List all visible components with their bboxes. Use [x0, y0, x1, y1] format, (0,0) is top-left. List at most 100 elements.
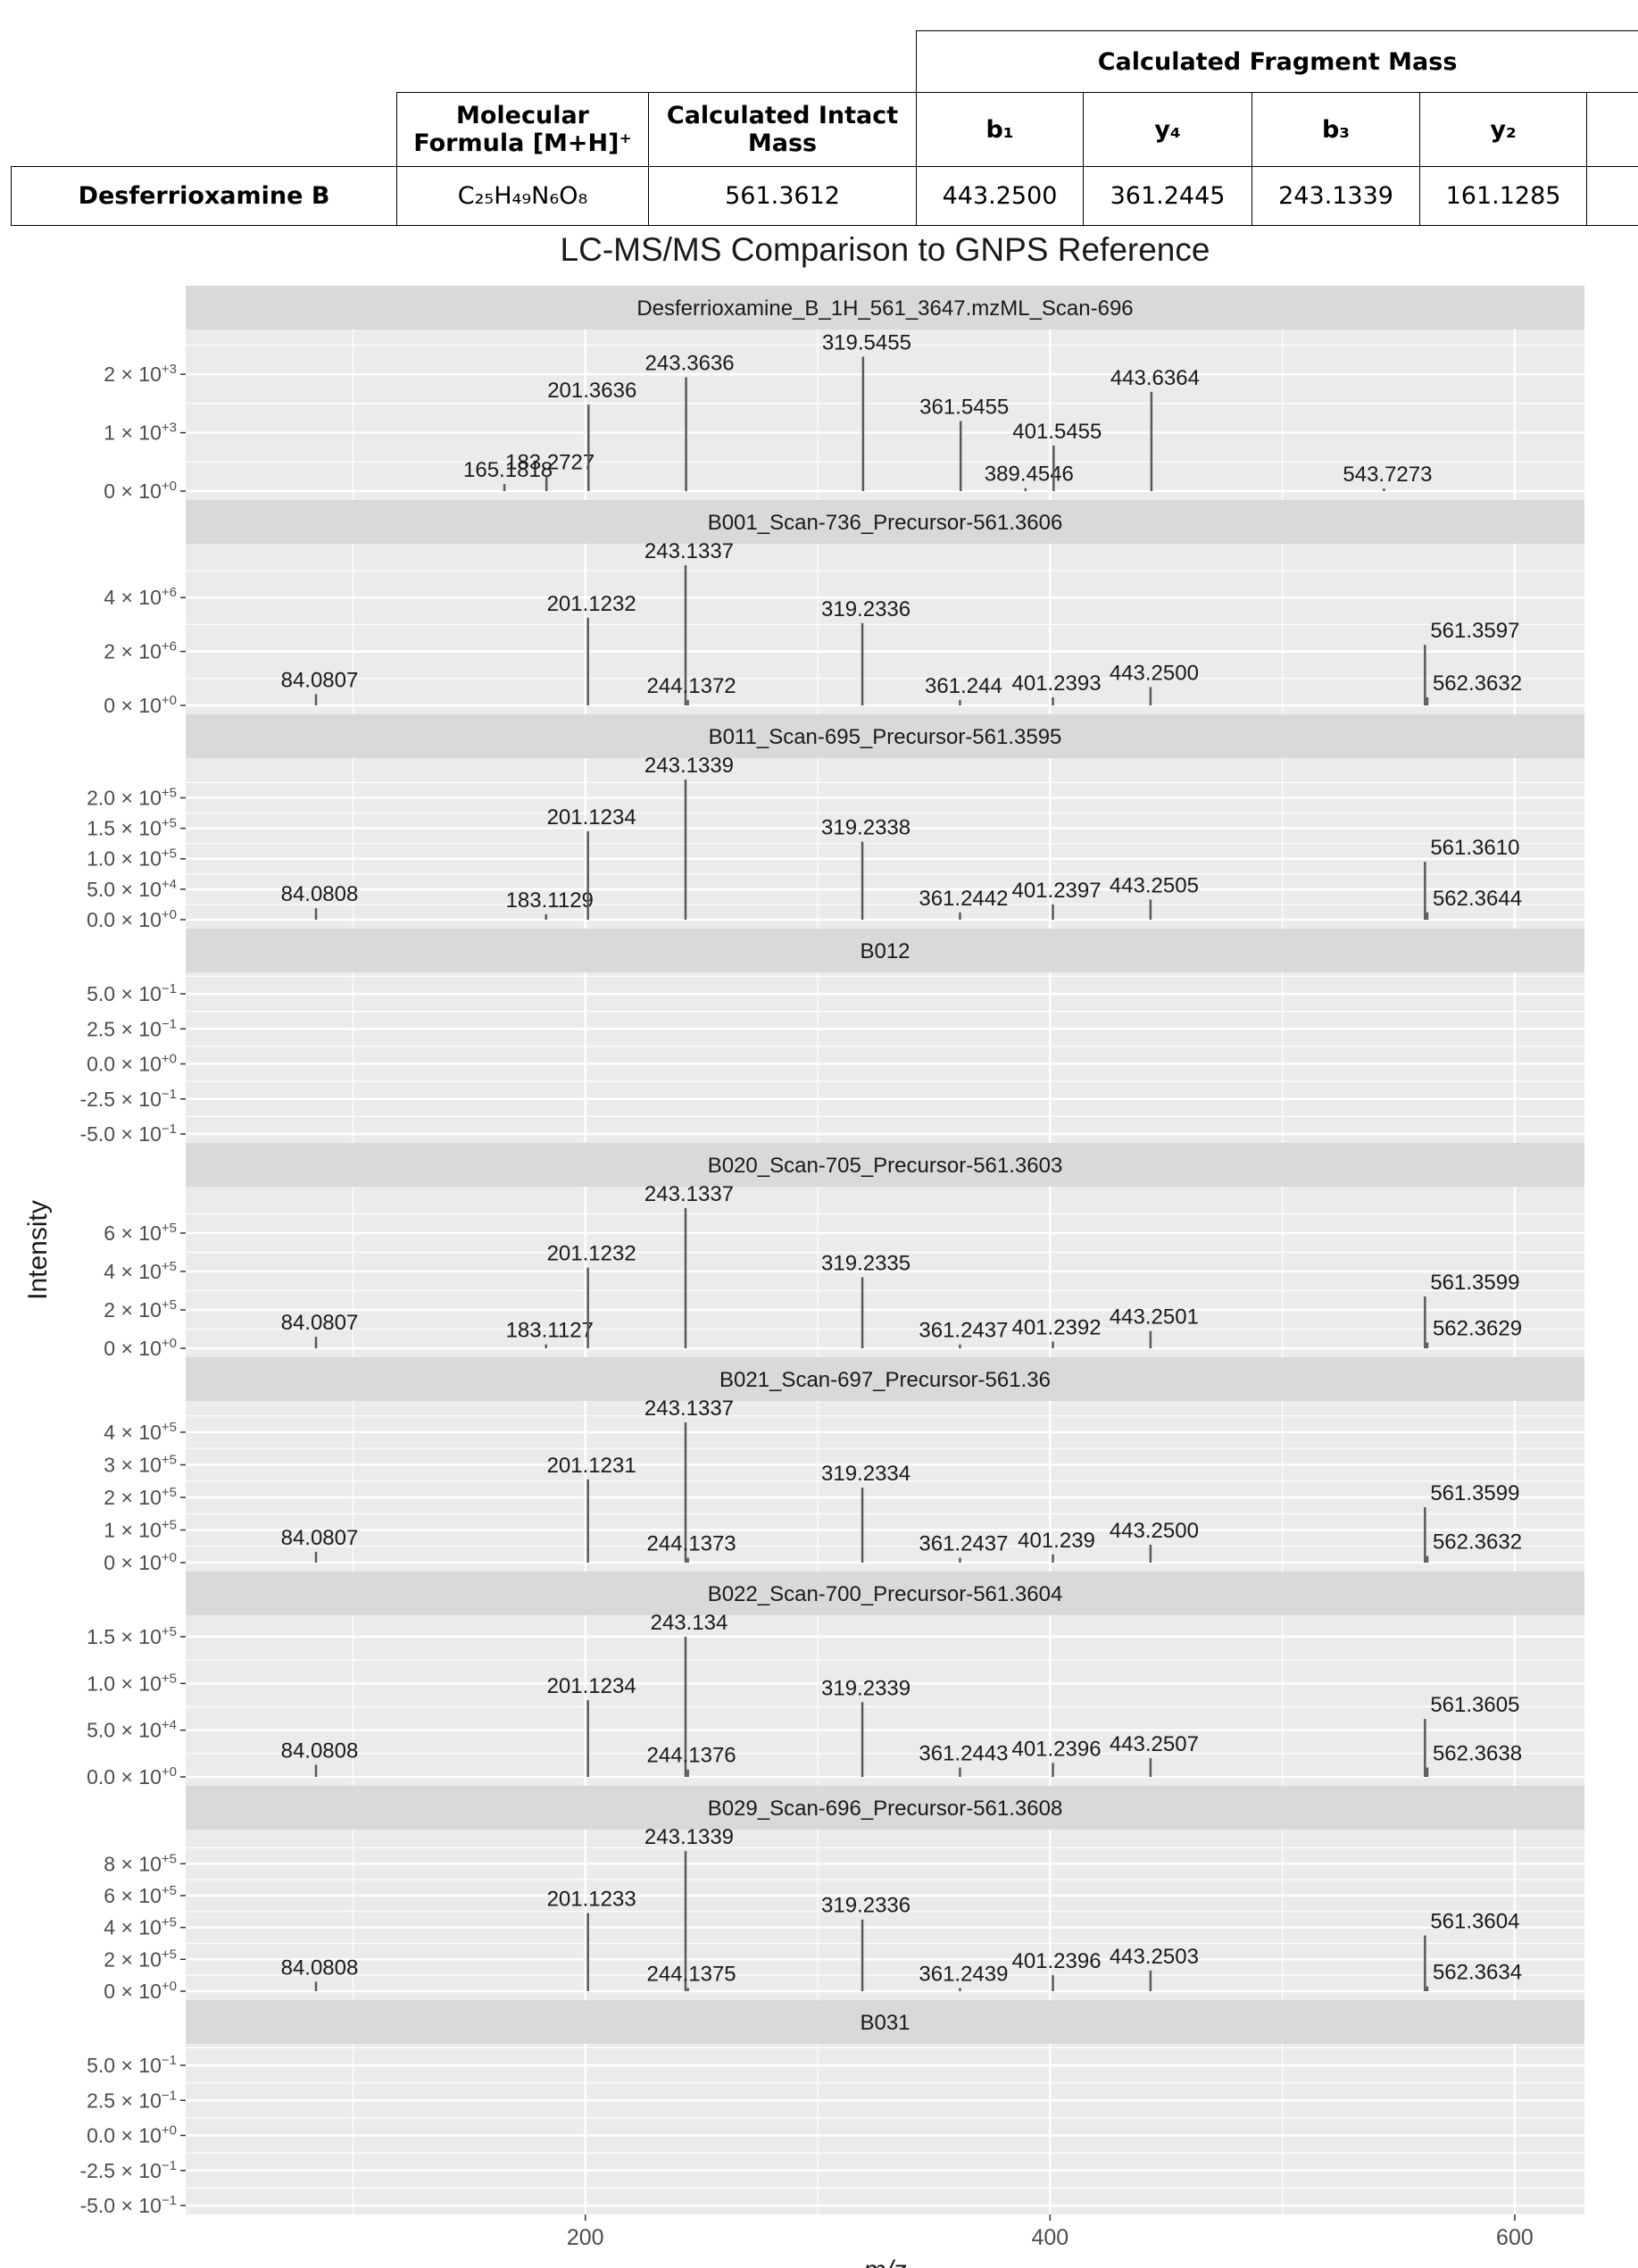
peak-label: 562.3644: [1433, 887, 1522, 911]
fragment-header-y2: y₂: [1419, 92, 1588, 167]
peak-label: 361.2437: [919, 1532, 1008, 1556]
peak-label: 165.1818: [463, 458, 553, 482]
intact-mass-value: 561.3612: [647, 166, 918, 226]
peak-label: 243.134: [651, 1611, 728, 1635]
y-tick-label: 0 × 10+0: [104, 1979, 177, 2003]
y-tick-label: 5.0 × 10+4: [87, 877, 177, 901]
fragment-header-y4: y₄: [1083, 92, 1253, 167]
peak-label: 183.2727: [505, 451, 595, 475]
y-tick-label: 4 × 10+5: [104, 1915, 177, 1939]
panel-plot-area: [186, 972, 1584, 1143]
panel-1: Desferrioxamine_B_1H_561_3647.mzML_Scan-…: [104, 286, 1584, 503]
y-tick-label: 2 × 10+5: [104, 1297, 177, 1322]
peak-label: 243.1337: [644, 1397, 734, 1421]
y-tick-label: 2 × 10+6: [104, 639, 177, 663]
peak-label: 443.2503: [1110, 1945, 1199, 1969]
peak-label: 401.5455: [1012, 420, 1102, 444]
panel-plot-area: [186, 1615, 1584, 1786]
peak-label: 84.0808: [281, 1955, 359, 1980]
peak-label: 244.1376: [647, 1744, 736, 1768]
peak-label: 401.2396: [1011, 1737, 1101, 1761]
panel-4: B012 -5.0 × 10−1 -2.5 × 10−1 0.0 × 10+0 2.5 …: [79, 929, 1584, 1146]
peak-label: 243.3636: [645, 351, 735, 375]
fragment-value-extra: [1586, 166, 1638, 226]
chart-title: LC-MS/MS Comparison to GNPS Reference: [561, 231, 1210, 268]
peak-label: 562.3634: [1433, 1961, 1522, 1985]
y-axis-label: Intensity: [23, 1200, 53, 1300]
y-tick-label: 5.0 × 10−1: [87, 2053, 177, 2077]
panel-title: Desferrioxamine_B_1H_561_3647.mzML_Scan-…: [636, 296, 1133, 321]
peak-label: 561.3610: [1430, 836, 1519, 860]
panel-strip: [186, 2000, 1584, 2044]
panel-plot-area: [186, 544, 1584, 714]
y-tick-label: 0.0 × 10+0: [87, 1052, 177, 1076]
panel-plot-area: [186, 1830, 1584, 2000]
panel-title: B020_Scan-705_Precursor-561.3603: [708, 1154, 1063, 1178]
y-tick-label: 1 × 10+5: [104, 1517, 177, 1541]
panel-strip: [186, 1786, 1584, 1830]
y-tick-label: -2.5 × 10−1: [79, 1087, 177, 1111]
peak-label: 201.1232: [547, 592, 636, 616]
y-tick-label: 0 × 10+0: [104, 1550, 177, 1574]
peak-label: 84.0808: [281, 882, 359, 906]
intact-mass-header: Calculated Intact Mass: [647, 92, 918, 167]
peak-label: 443.2507: [1110, 1732, 1199, 1756]
panel-title: B001_Scan-736_Precursor-561.3606: [708, 511, 1063, 535]
y-tick-label: 1 × 10+3: [104, 421, 177, 445]
peak-label: 84.0807: [281, 1526, 359, 1550]
panel-7: B022_Scan-700_Precursor-561.3604 0.0 × 10…: [87, 1572, 1584, 1789]
peak-label: 561.3604: [1430, 1910, 1519, 1934]
ms-comparison-chart: LC-MS/MS Comparison to GNPS Reference Des…: [23, 231, 1584, 2268]
panel-strip: [186, 500, 1584, 544]
peak-label: 183.1129: [506, 888, 594, 913]
panel-strip: [186, 1357, 1584, 1401]
peak-label: 201.1233: [547, 1888, 636, 1912]
fragment-value-b1: 443.2500: [916, 166, 1085, 226]
panel-8: B029_Scan-696_Precursor-561.3608 0 × 10+0…: [104, 1786, 1584, 2003]
panel-title: B029_Scan-696_Precursor-561.3608: [708, 1797, 1063, 1821]
fragment-value-y2: 161.1285: [1419, 166, 1588, 226]
peak-label: 319.2336: [821, 597, 910, 621]
panel-title: B021_Scan-697_Precursor-561.36: [719, 1368, 1051, 1392]
peak-label: 361.2439: [919, 1962, 1008, 1986]
peak-label: 561.3597: [1430, 619, 1519, 643]
panel-strip: [186, 714, 1584, 758]
y-tick-label: 4 × 10+6: [104, 585, 177, 609]
peak-label: 361.2442: [919, 887, 1008, 911]
y-tick-label: 2 × 10+3: [104, 362, 177, 386]
x-axis-label: m/z: [863, 2255, 906, 2268]
peak-label: 361.2437: [919, 1319, 1008, 1343]
peak-label: 319.2335: [821, 1251, 910, 1275]
panel-3: B011_Scan-695_Precursor-561.3595 0.0 × 10…: [87, 714, 1584, 931]
y-tick-label: 2.0 × 10+5: [87, 785, 177, 809]
peak-label: 361.244: [925, 674, 1002, 698]
y-tick-label: 6 × 10+5: [104, 1883, 177, 1907]
y-tick-label: 2 × 10+5: [104, 1485, 177, 1509]
panel-plot-area: [186, 329, 1584, 500]
peak-label: 562.3632: [1433, 1530, 1522, 1555]
peak-label: 401.2392: [1011, 1315, 1101, 1339]
peak-label: 562.3638: [1433, 1742, 1522, 1766]
panel-title: B012: [860, 939, 910, 963]
peak-label: 401.2393: [1011, 671, 1101, 696]
peak-label: 201.1234: [547, 805, 636, 830]
peak-label: 243.1339: [644, 754, 734, 778]
peak-label: 319.2339: [821, 1676, 910, 1700]
y-tick-label: 2.5 × 10−1: [87, 2088, 177, 2112]
y-tick-label: 0.0 × 10+0: [87, 907, 177, 931]
y-tick-label: 0 × 10+0: [104, 693, 177, 717]
peak-label: 443.2505: [1110, 873, 1199, 897]
panel-plot-area: [186, 1401, 1584, 1572]
panel-strip: [186, 1572, 1584, 1615]
panel-title: B022_Scan-700_Precursor-561.3604: [708, 1582, 1063, 1606]
y-tick-label: 1.5 × 10+5: [87, 816, 177, 840]
y-tick-label: 2 × 10+5: [104, 1947, 177, 1971]
peak-label: 562.3632: [1433, 671, 1522, 696]
x-tick-label: 600: [1496, 2225, 1534, 2250]
panel-strip: [186, 286, 1584, 329]
y-tick-label: 5.0 × 10+4: [87, 1718, 177, 1742]
table-blank-cell: [11, 92, 397, 167]
peak-label: 84.0807: [281, 668, 359, 692]
peak-label: 84.0807: [281, 1311, 359, 1335]
peak-label: 84.0808: [281, 1739, 359, 1763]
